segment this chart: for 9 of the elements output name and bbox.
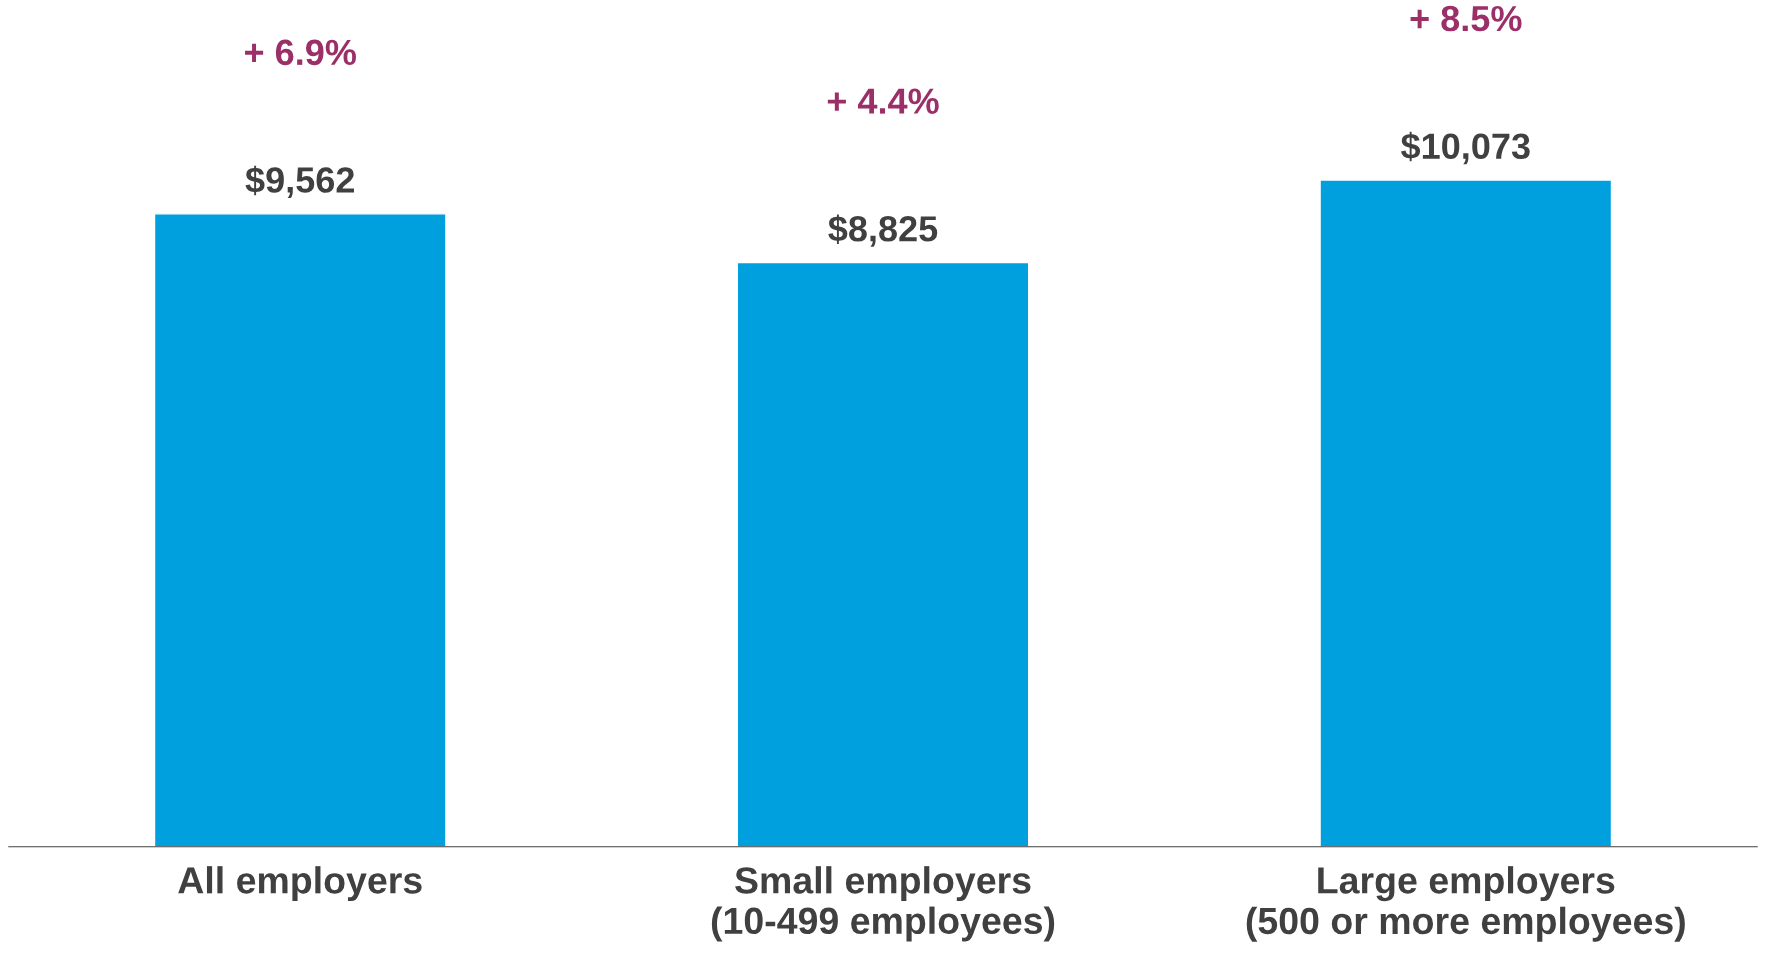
data-label: $10,073	[1400, 131, 1530, 165]
x-tick-label: Large employers (500 or more employees)	[1246, 866, 1685, 942]
text: + 4.4%	[827, 88, 939, 114]
x-tick-label: All employers	[178, 866, 422, 902]
x-tick-label: Small employers (10-499 employees)	[711, 866, 1055, 942]
data-label: $8,825	[828, 214, 938, 247]
data-label: $9,562	[245, 165, 354, 199]
text: + 6.9%	[245, 39, 356, 66]
text: + 8.5%	[1410, 5, 1522, 32]
